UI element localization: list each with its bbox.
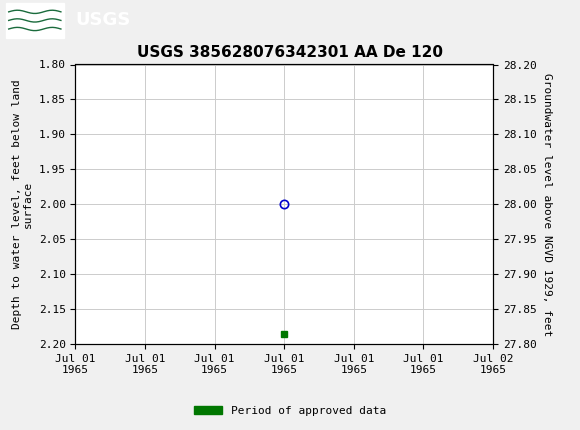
Legend: Period of approved data: Period of approved data (190, 401, 390, 420)
Y-axis label: Groundwater level above NGVD 1929, feet: Groundwater level above NGVD 1929, feet (542, 73, 552, 336)
Text: USGS 385628076342301 AA De 120: USGS 385628076342301 AA De 120 (137, 45, 443, 60)
Text: USGS: USGS (75, 12, 130, 29)
FancyBboxPatch shape (6, 3, 64, 37)
Y-axis label: Depth to water level, feet below land
surface: Depth to water level, feet below land su… (12, 80, 33, 329)
